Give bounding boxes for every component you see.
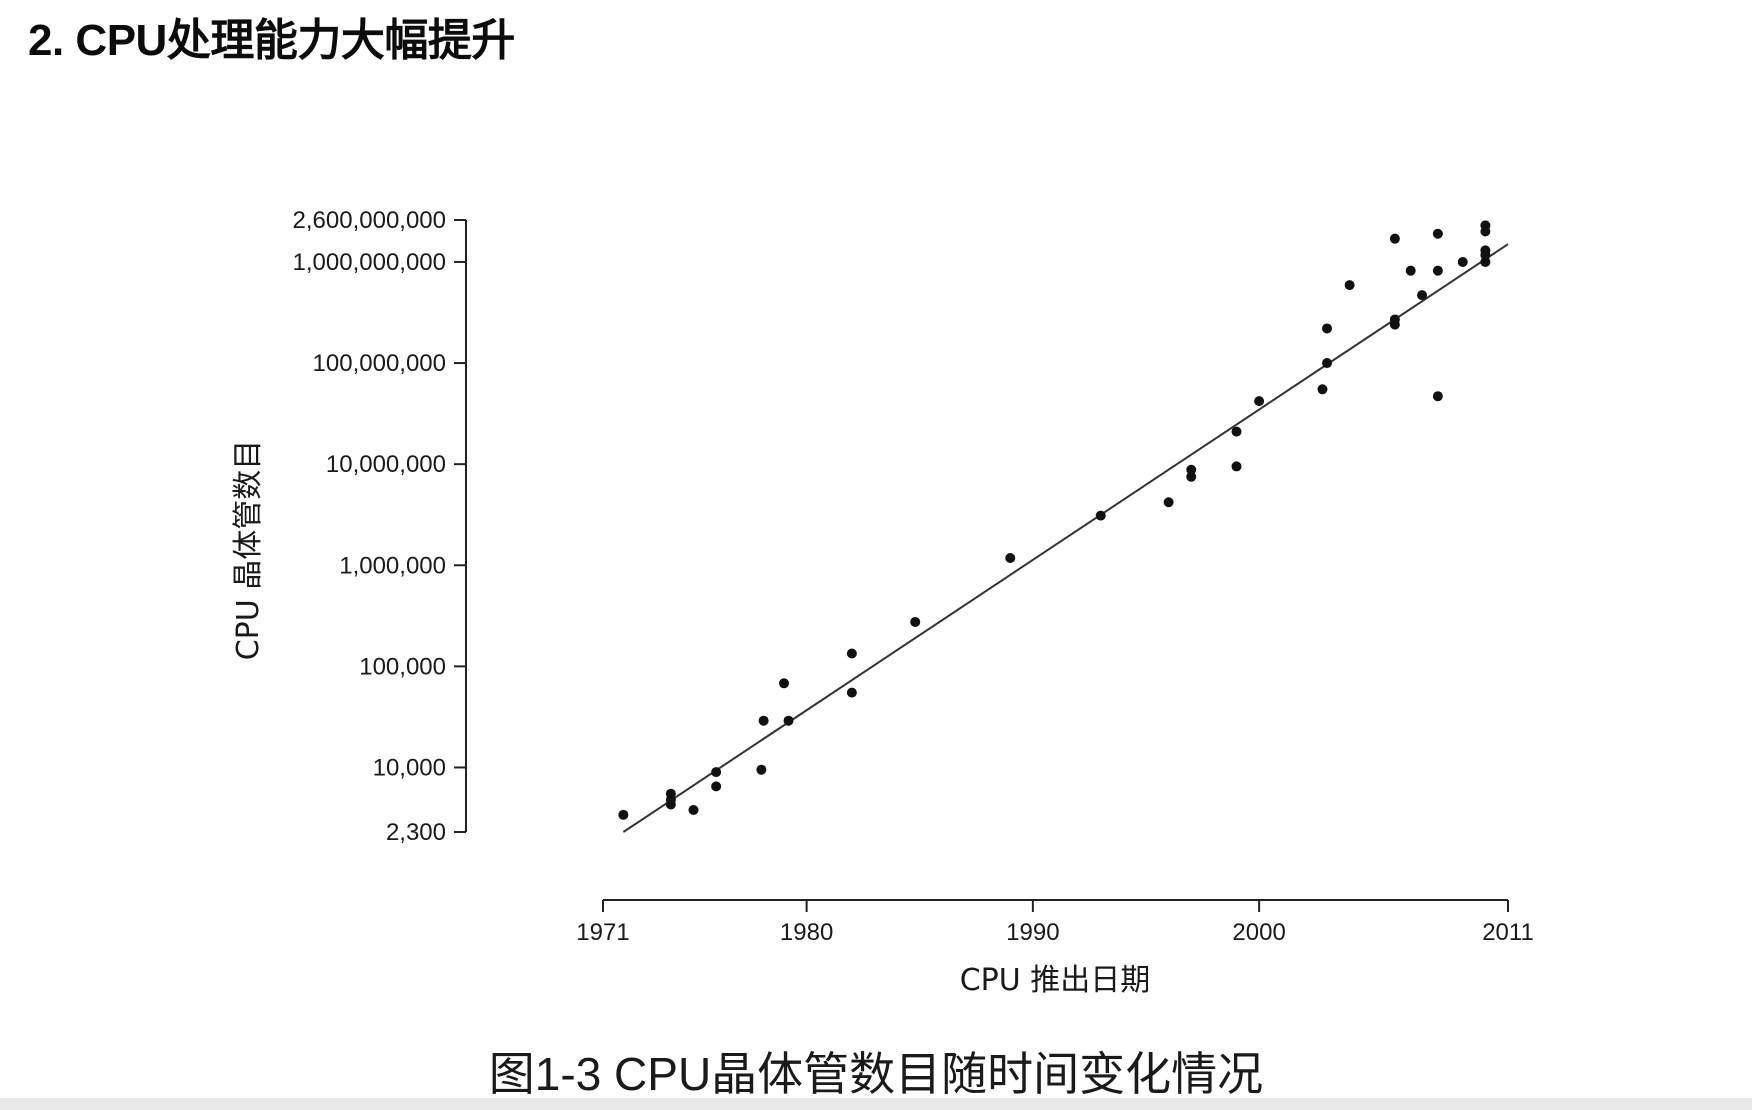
trend-line-group [622,243,1509,833]
data-point [1389,314,1400,325]
data-point [1432,391,1443,402]
y-tick-label: 2,600,000,000 [293,207,446,234]
bottom-strip [0,1098,1752,1110]
data-point [846,687,857,698]
figure-caption: 图1-3 CPU晶体管数目随时间变化情况 [488,1048,1264,1100]
data-point [1432,228,1443,239]
data-point [783,715,794,726]
data-point [1432,265,1443,276]
data-point [846,648,857,659]
data-point [1322,358,1332,369]
data-point [1405,265,1416,276]
data-point [618,809,629,820]
data-point [1254,396,1265,407]
y-tick-label: 1,000,000 [339,552,446,579]
y-tick-label: 2,300 [386,819,446,846]
x-tick-label: 2000 [1232,919,1285,946]
data-point [688,804,699,815]
data-point [1480,256,1491,267]
slide-heading: 2. CPU处理能力大幅提升 [28,16,515,65]
data-point [1417,290,1428,301]
data-point [1005,552,1016,563]
data-point [756,764,767,775]
x-tick-label: 1980 [780,919,833,946]
y-tick-label: 1,000,000,000 [293,249,446,276]
data-point [1317,384,1328,395]
data-point [1163,497,1174,508]
y-tick-label: 10,000 [373,754,446,781]
data-point [1095,510,1106,521]
data-point [1231,461,1242,472]
y-tick-label: 100,000 [359,653,446,680]
y-axis: 2,300 10,000 100,000 1,000,000 10,000,000 100… [293,207,467,846]
y-tick-label: 10,000,000 [326,451,446,478]
data-point [1186,464,1197,475]
data-point [711,767,722,778]
data-point [1186,471,1197,482]
data-point [910,616,921,627]
data-point [1480,245,1491,256]
data-point [1457,256,1468,267]
trend-line [622,243,1509,833]
data-point [665,788,676,799]
x-tick-label: 2011 [1482,919,1534,946]
y-axis-label: CPU 晶体管数目 [231,440,266,661]
data-point [758,715,769,726]
transistor-count-chart: 2,300 10,000 100,000 1,000,000 10,000,000 100… [231,207,1534,998]
data-points [618,220,1491,820]
x-axis: 1971 1980 1990 2000 2011 [576,899,1534,946]
data-point [779,678,789,689]
data-point [1480,220,1491,231]
data-point [1389,233,1400,244]
x-tick-label: 1971 [576,919,629,946]
data-point [711,781,722,792]
x-tick-label: 1990 [1006,919,1059,946]
x-axis-label: CPU 推出日期 [960,963,1151,998]
y-tick-label: 100,000,000 [313,350,446,377]
data-point [1344,280,1355,291]
data-point [1322,323,1332,334]
data-point [1231,426,1242,437]
